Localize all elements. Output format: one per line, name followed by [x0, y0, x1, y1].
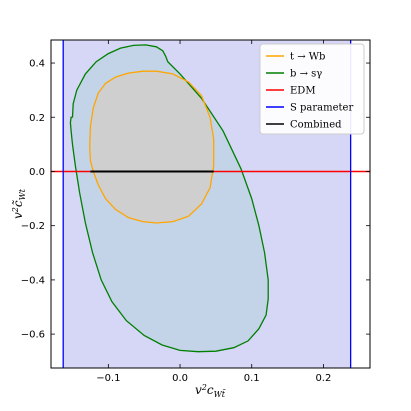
legend-box — [259, 43, 365, 135]
x-axis-label: v2cWt̃ — [195, 383, 226, 399]
legend: t → Wb b → sγ EDM S parameter Combined — [259, 43, 365, 135]
legend-label: EDM — [290, 86, 316, 97]
y-tick-label: −0.2 — [21, 221, 45, 232]
y-tick-label: 0.4 — [29, 59, 45, 70]
legend-label: b → sγ — [290, 69, 322, 80]
x-tick-label: 0.1 — [244, 373, 260, 384]
y-tick-label: 0.0 — [29, 167, 45, 178]
x-tick-label: −0.1 — [96, 373, 120, 384]
x-tick-label: 0.0 — [172, 373, 188, 384]
axis-ticks: −0.1 0.0 0.1 0.2 0.4 0.2 0.0 −0.2 −0.4 −0.6 — [21, 40, 370, 384]
series-t-to-wb-line — [89, 70, 215, 224]
y-tick-label: −0.6 — [21, 330, 45, 341]
y-tick-label: −0.4 — [21, 275, 45, 286]
legend-label: S parameter — [290, 103, 353, 114]
series-b-to-sgamma-line — [69, 44, 269, 353]
legend-label: t → Wb — [290, 52, 325, 63]
y-axis-label: v2c̃Wt — [11, 188, 27, 219]
series-t-to-wb-region — [89, 71, 214, 223]
x-tick-label: 0.2 — [315, 373, 331, 384]
y-tick-label: 0.2 — [29, 113, 45, 124]
legend-label: Combined — [290, 120, 342, 131]
plot-frame — [50, 39, 371, 369]
